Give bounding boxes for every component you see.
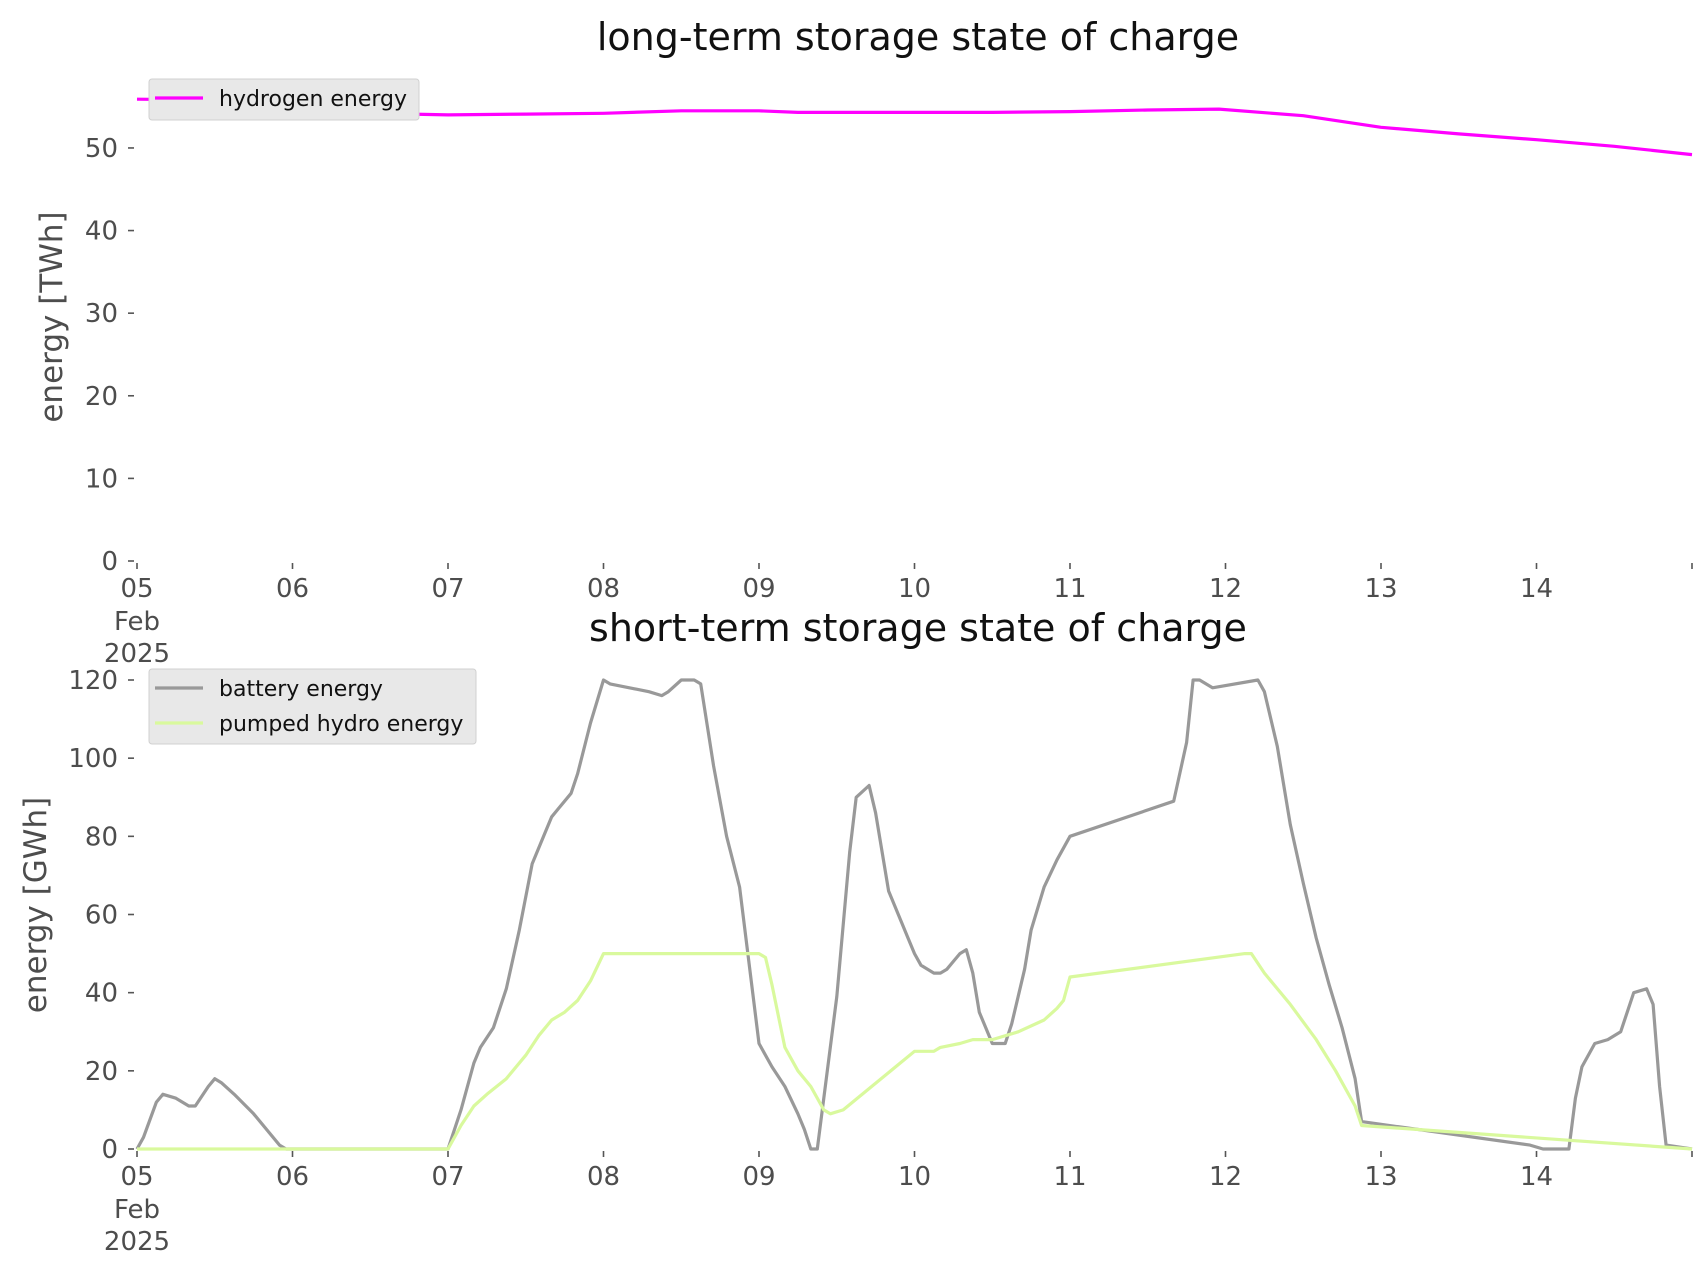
legend: hydrogen energy — [148, 78, 420, 121]
y-ticks: 0 10 20 30 40 50 — [85, 134, 134, 577]
y-tick-label: 40 — [85, 217, 118, 247]
y-tick-label: 0 — [101, 547, 118, 577]
y-tick-label: 120 — [68, 666, 118, 696]
legend-label-pumped-hydro: pumped hydro energy — [219, 712, 463, 737]
series-lines — [135, 678, 1693, 1151]
x-tick-label: 11 — [1053, 1162, 1086, 1192]
x-tick-label: 07 — [431, 574, 464, 604]
x-tick-label: 10 — [898, 574, 931, 604]
x-tick-label: 08 — [587, 1162, 620, 1192]
x-tick-label: 10 — [898, 1162, 931, 1192]
chart-title: long-term storage state of charge — [597, 15, 1239, 59]
y-axis-label: energy [GWh] — [18, 797, 54, 1013]
chart-title: short-term storage state of charge — [589, 606, 1247, 650]
x-tick-label: 11 — [1053, 574, 1086, 604]
x-tick-date-label: 2025 — [104, 639, 170, 669]
y-tick-label: 60 — [85, 901, 118, 931]
y-ticks: 0 20 40 60 80 100 120 — [68, 666, 134, 1165]
y-tick-label: 40 — [85, 979, 118, 1009]
x-tick-label: 05 — [120, 574, 153, 604]
x-tick-label: 12 — [1209, 1162, 1242, 1192]
x-tick-label: 08 — [587, 574, 620, 604]
series-line-battery-energy — [135, 678, 1693, 1151]
x-tick-label: 13 — [1364, 1162, 1397, 1192]
x-tick-label: 05 — [120, 1162, 153, 1192]
legend-label-hydrogen: hydrogen energy — [219, 87, 407, 112]
legend-label-battery: battery energy — [219, 677, 383, 702]
long-term-chart: long-term storage state of charge energy… — [34, 15, 1693, 669]
x-tick-date-label: 2025 — [104, 1227, 170, 1257]
x-tick-label: 12 — [1209, 574, 1242, 604]
x-tick-label: 14 — [1520, 574, 1553, 604]
x-tick-date-label: Feb — [114, 1195, 160, 1225]
y-tick-label: 30 — [85, 299, 118, 329]
x-tick-label: 09 — [742, 574, 775, 604]
x-tick-label: 06 — [276, 574, 309, 604]
y-tick-label: 80 — [85, 822, 118, 852]
x-tick-label: 09 — [742, 1162, 775, 1192]
x-tick-label: 13 — [1364, 574, 1397, 604]
short-term-chart: short-term storage state of charge energ… — [18, 606, 1693, 1257]
y-tick-label: 100 — [68, 744, 118, 774]
series-line-pumped-hydro-energy — [137, 951, 1693, 1151]
y-tick-label: 50 — [85, 134, 118, 164]
x-tick-date-label: Feb — [114, 607, 160, 637]
legend-box — [148, 78, 420, 121]
x-tick-label: 06 — [276, 1162, 309, 1192]
legend: battery energy pumped hydro energy — [148, 668, 477, 745]
y-axis-label: energy [TWh] — [34, 211, 70, 422]
legend-box — [148, 668, 477, 745]
y-tick-label: 10 — [85, 464, 118, 494]
x-tick-label: 14 — [1520, 1162, 1553, 1192]
y-tick-label: 20 — [85, 1057, 118, 1087]
x-tick-label: 07 — [431, 1162, 464, 1192]
y-tick-label: 20 — [85, 382, 118, 412]
y-tick-label: 0 — [101, 1135, 118, 1165]
